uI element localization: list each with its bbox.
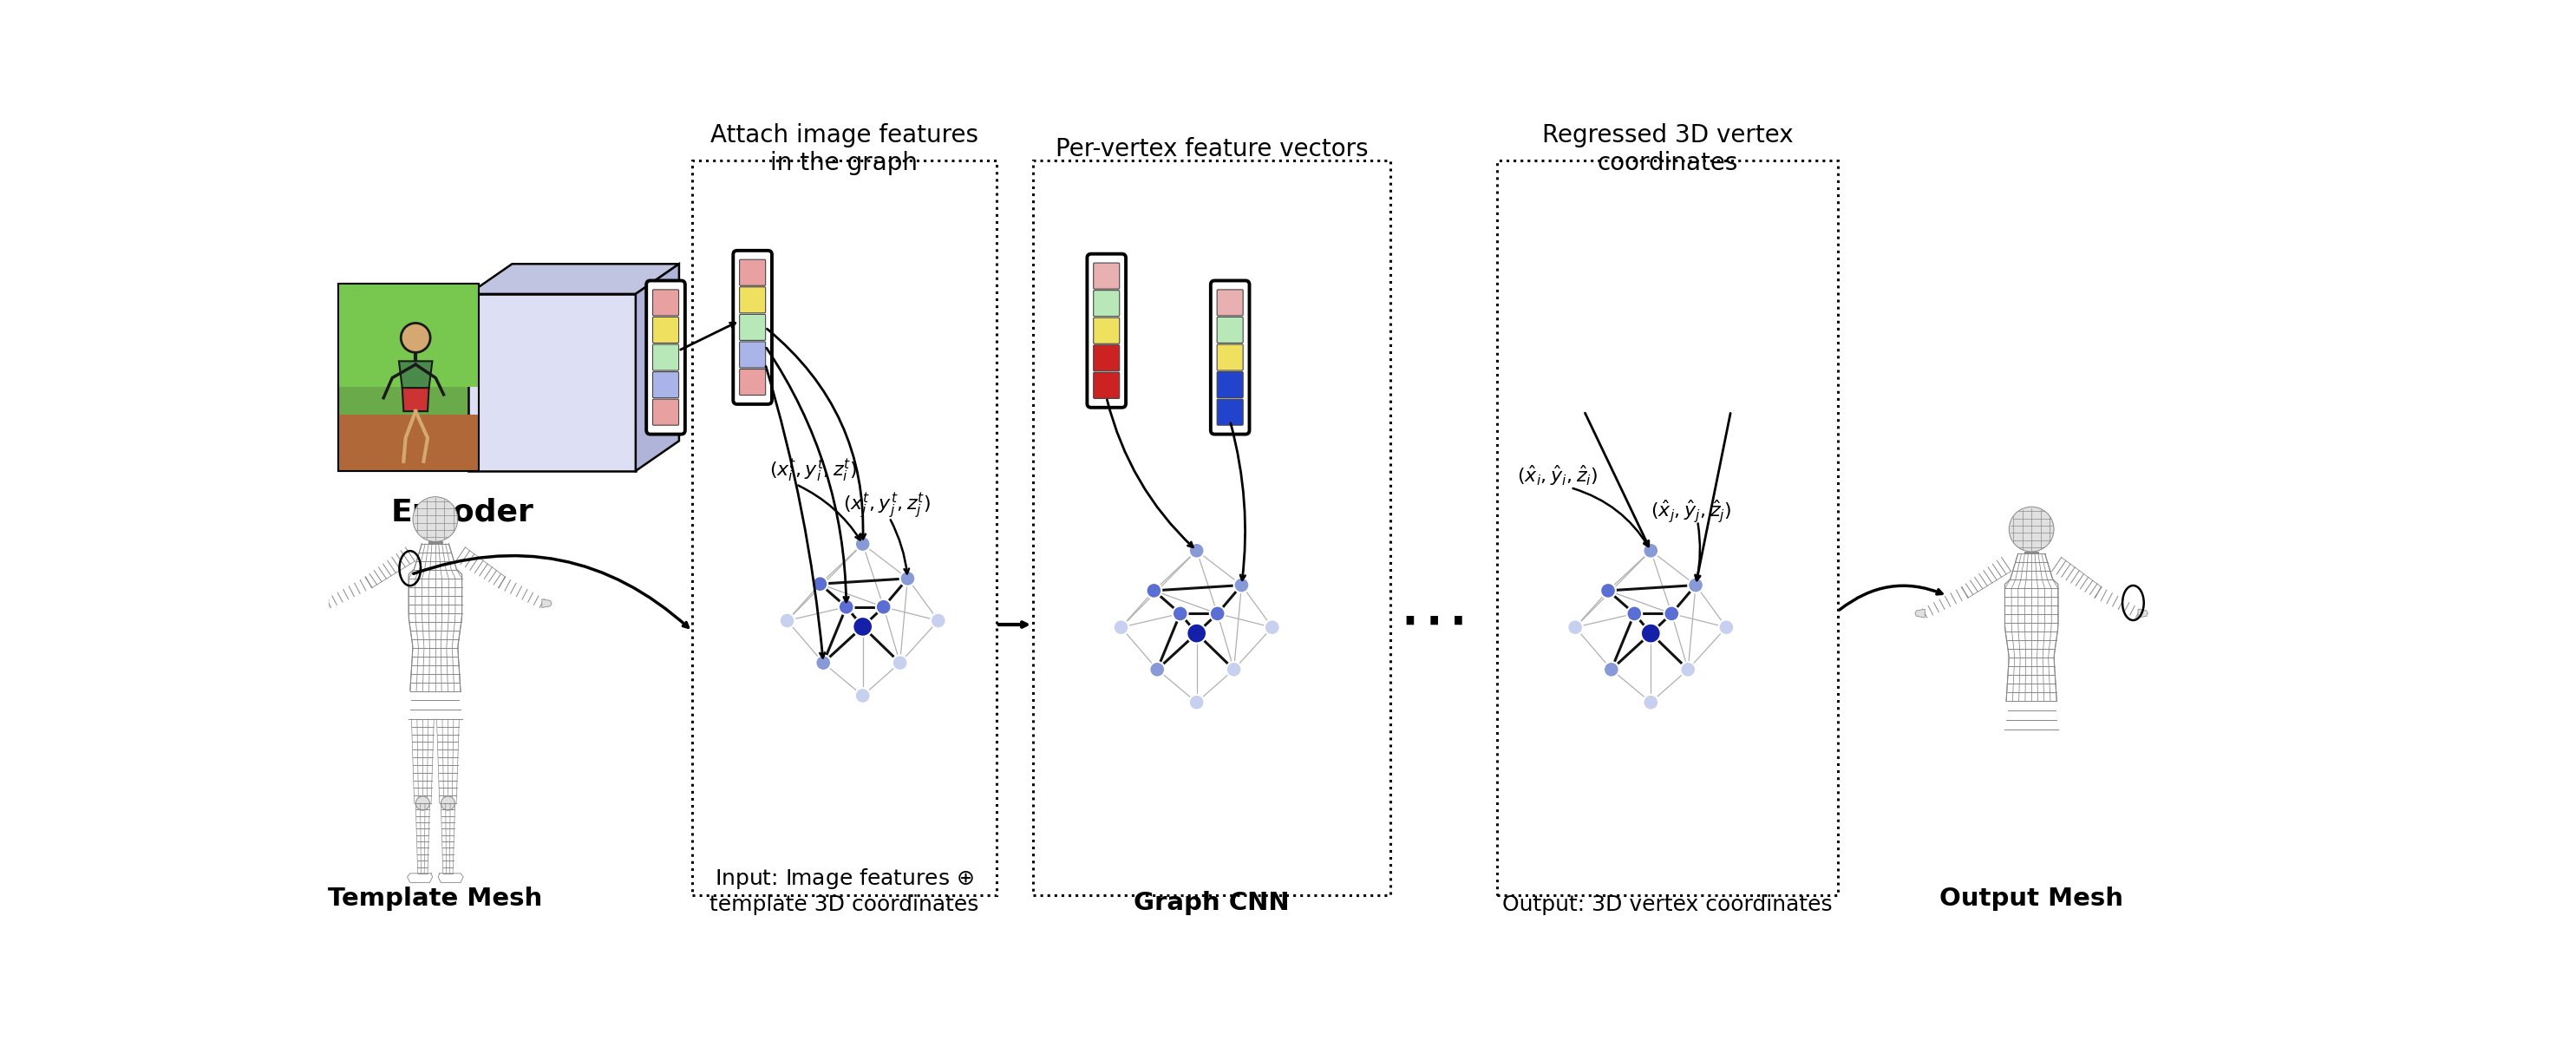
Circle shape xyxy=(415,796,430,810)
Circle shape xyxy=(811,576,827,592)
Text: $(\hat{x}_j, \hat{y}_j, \hat{z}_j)$: $(\hat{x}_j, \hat{y}_j, \hat{z}_j)$ xyxy=(1651,498,1731,525)
FancyBboxPatch shape xyxy=(734,250,773,404)
Circle shape xyxy=(1664,606,1680,621)
Text: Template Mesh: Template Mesh xyxy=(327,886,544,911)
Circle shape xyxy=(1643,695,1659,710)
Circle shape xyxy=(1146,583,1162,598)
Circle shape xyxy=(1113,620,1128,634)
Circle shape xyxy=(1600,583,1615,598)
FancyBboxPatch shape xyxy=(1092,373,1121,399)
Circle shape xyxy=(1605,662,1620,677)
Polygon shape xyxy=(1914,609,1924,618)
Circle shape xyxy=(1190,543,1206,558)
Text: $(\hat{x}_i, \hat{y}_i, \hat{z}_i)$: $(\hat{x}_i, \hat{y}_i, \hat{z}_i)$ xyxy=(1517,464,1600,488)
Circle shape xyxy=(440,796,456,810)
Text: $\cdots$: $\cdots$ xyxy=(1399,586,1463,656)
Circle shape xyxy=(1226,662,1242,677)
Text: Attach image features
in the graph: Attach image features in the graph xyxy=(711,122,979,175)
FancyBboxPatch shape xyxy=(652,317,677,343)
Circle shape xyxy=(891,655,907,670)
Circle shape xyxy=(1234,578,1249,593)
Circle shape xyxy=(402,324,430,353)
Text: Input: Image features $\oplus$
template 3D coordinates: Input: Image features $\oplus$ template … xyxy=(711,867,979,915)
FancyBboxPatch shape xyxy=(652,290,677,315)
Polygon shape xyxy=(2138,609,2148,618)
Circle shape xyxy=(1265,620,1280,634)
Circle shape xyxy=(2009,507,2053,552)
FancyBboxPatch shape xyxy=(1216,290,1244,315)
FancyBboxPatch shape xyxy=(647,281,685,435)
FancyBboxPatch shape xyxy=(1092,263,1121,289)
FancyBboxPatch shape xyxy=(1087,253,1126,407)
FancyBboxPatch shape xyxy=(739,370,765,395)
Circle shape xyxy=(1188,623,1206,643)
Circle shape xyxy=(1680,662,1695,677)
Text: Output Mesh: Output Mesh xyxy=(1940,886,2123,911)
Text: Output: 3D vertex coordinates: Output: 3D vertex coordinates xyxy=(1502,894,1832,915)
Circle shape xyxy=(930,612,945,628)
Text: Per-vertex feature vectors: Per-vertex feature vectors xyxy=(1056,137,1368,161)
Polygon shape xyxy=(636,264,680,471)
FancyBboxPatch shape xyxy=(337,284,479,471)
Circle shape xyxy=(855,536,871,552)
Text: $(x_i^t, y_i^t, z_i^t)$: $(x_i^t, y_i^t, z_i^t)$ xyxy=(770,458,858,485)
FancyBboxPatch shape xyxy=(1216,317,1244,343)
FancyBboxPatch shape xyxy=(739,260,765,286)
Polygon shape xyxy=(402,387,430,411)
Polygon shape xyxy=(541,599,551,607)
FancyBboxPatch shape xyxy=(337,415,479,471)
Polygon shape xyxy=(399,361,433,387)
FancyBboxPatch shape xyxy=(1092,346,1121,371)
Text: $(x_j^t, y_j^t, z_j^t)$: $(x_j^t, y_j^t, z_j^t)$ xyxy=(842,491,930,521)
FancyBboxPatch shape xyxy=(1092,290,1121,316)
FancyBboxPatch shape xyxy=(652,372,677,398)
FancyBboxPatch shape xyxy=(1211,281,1249,435)
Circle shape xyxy=(781,612,796,628)
Circle shape xyxy=(899,571,914,586)
FancyBboxPatch shape xyxy=(1216,399,1244,425)
Text: Encoder: Encoder xyxy=(392,497,533,528)
FancyBboxPatch shape xyxy=(739,314,765,340)
Circle shape xyxy=(1569,620,1582,634)
Circle shape xyxy=(876,599,891,615)
Polygon shape xyxy=(469,264,680,294)
FancyBboxPatch shape xyxy=(1216,344,1244,371)
Circle shape xyxy=(412,496,459,541)
FancyBboxPatch shape xyxy=(652,399,677,425)
Polygon shape xyxy=(469,294,636,471)
Circle shape xyxy=(1172,606,1188,621)
Circle shape xyxy=(1718,620,1734,634)
Circle shape xyxy=(1190,695,1206,710)
FancyBboxPatch shape xyxy=(739,341,765,367)
Circle shape xyxy=(1641,623,1662,643)
FancyBboxPatch shape xyxy=(652,344,677,371)
Circle shape xyxy=(1687,578,1703,593)
FancyBboxPatch shape xyxy=(1216,372,1244,398)
Circle shape xyxy=(853,617,873,637)
FancyBboxPatch shape xyxy=(337,284,479,386)
Circle shape xyxy=(1625,606,1641,621)
FancyBboxPatch shape xyxy=(739,287,765,313)
Circle shape xyxy=(855,688,871,704)
Circle shape xyxy=(817,655,832,670)
Circle shape xyxy=(1643,543,1659,558)
Text: Regressed 3D vertex
coordinates: Regressed 3D vertex coordinates xyxy=(1543,122,1793,175)
FancyBboxPatch shape xyxy=(1092,317,1121,343)
Circle shape xyxy=(840,599,855,615)
Polygon shape xyxy=(319,599,330,607)
Text: Graph CNN: Graph CNN xyxy=(1133,891,1291,915)
Circle shape xyxy=(1149,662,1164,677)
Circle shape xyxy=(1211,606,1226,621)
